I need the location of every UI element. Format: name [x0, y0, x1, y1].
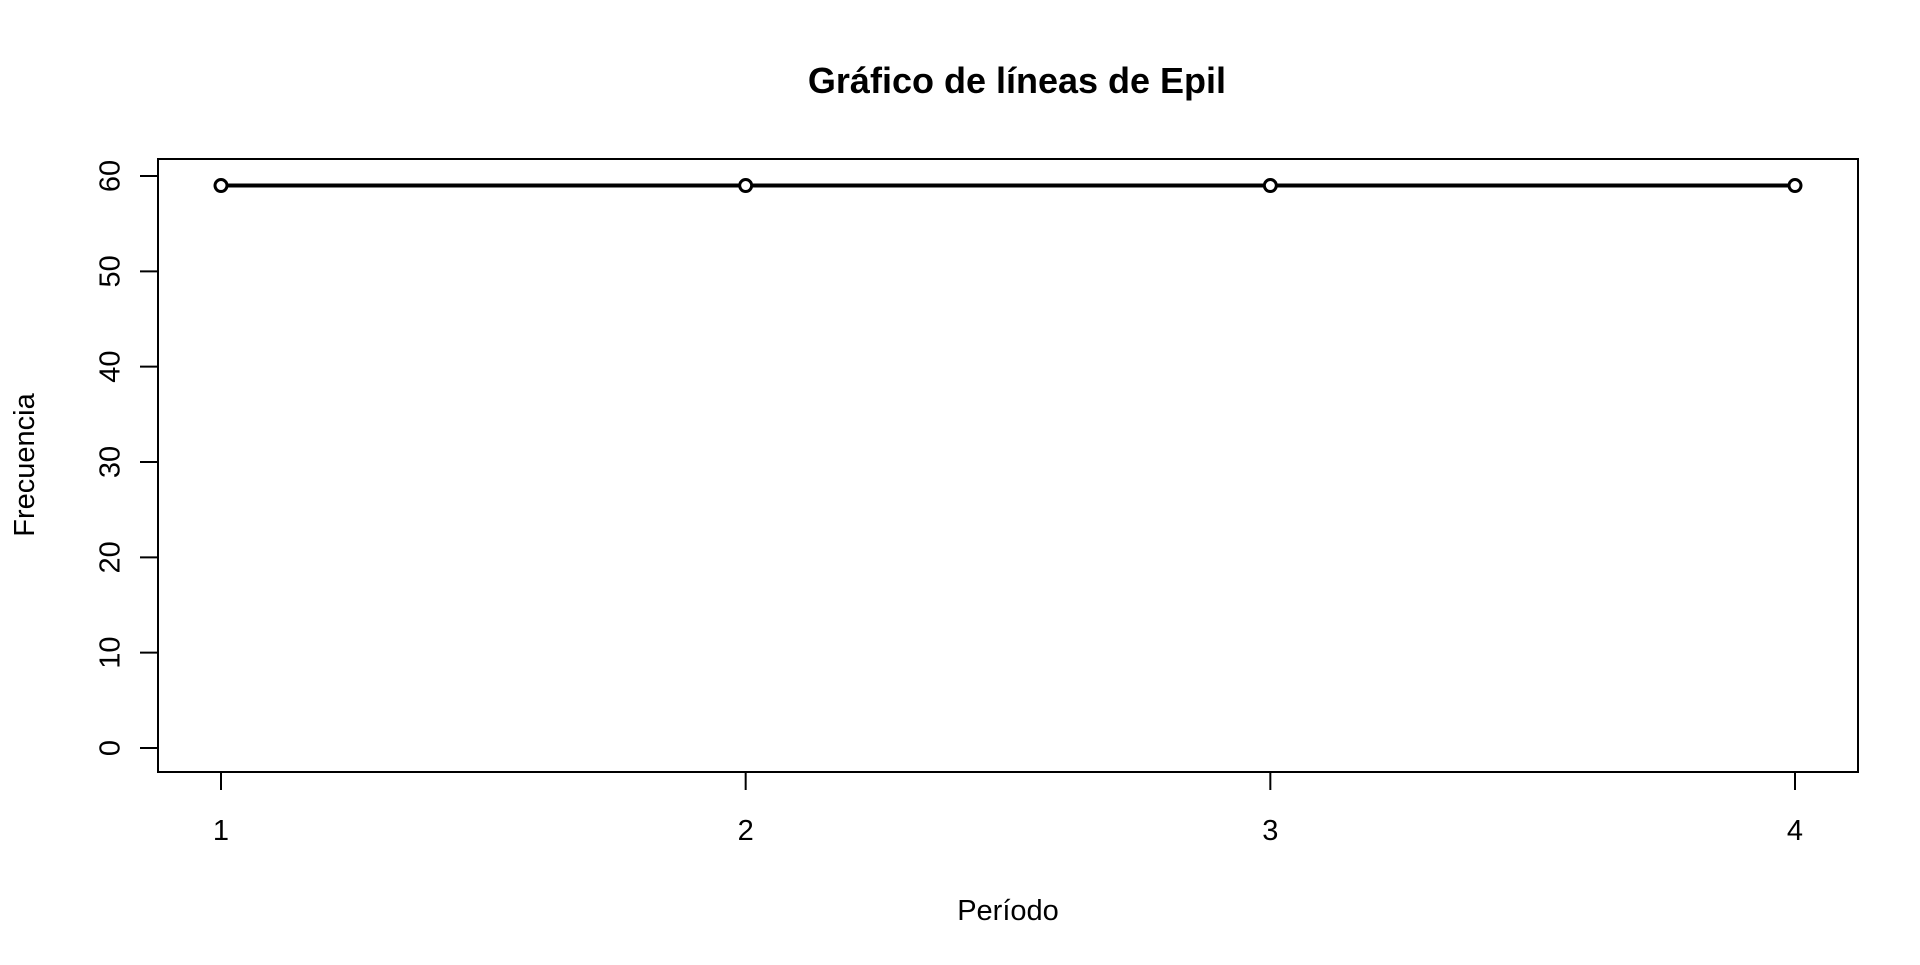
data-point [738, 178, 754, 194]
data-point [1787, 178, 1803, 194]
series-layer [213, 178, 1803, 194]
y-axis-label: Frecuencia [9, 392, 41, 536]
x-tick-label: 2 [738, 815, 754, 847]
data-point [213, 178, 229, 194]
data-point [1262, 178, 1278, 194]
x-tick-label: 3 [1262, 815, 1278, 847]
x-tick-label: 1 [213, 815, 229, 847]
y-tick-label: 60 [95, 160, 127, 192]
y-tick-label: 50 [95, 255, 127, 287]
y-axis: 0 10 20 30 40 50 60 [95, 160, 159, 756]
y-tick-label: 40 [95, 351, 127, 383]
y-tick-label: 0 [95, 740, 127, 756]
x-axis: 1 2 3 4 [213, 771, 1803, 847]
y-tick-label: 30 [95, 446, 127, 478]
chart-title: Gráfico de líneas de Epil [808, 60, 1226, 101]
plot-frame [157, 158, 1859, 773]
x-axis-label: Período [957, 895, 1059, 927]
y-tick-label: 20 [95, 541, 127, 573]
y-tick-label: 10 [95, 637, 127, 669]
x-tick-label: 4 [1787, 815, 1803, 847]
